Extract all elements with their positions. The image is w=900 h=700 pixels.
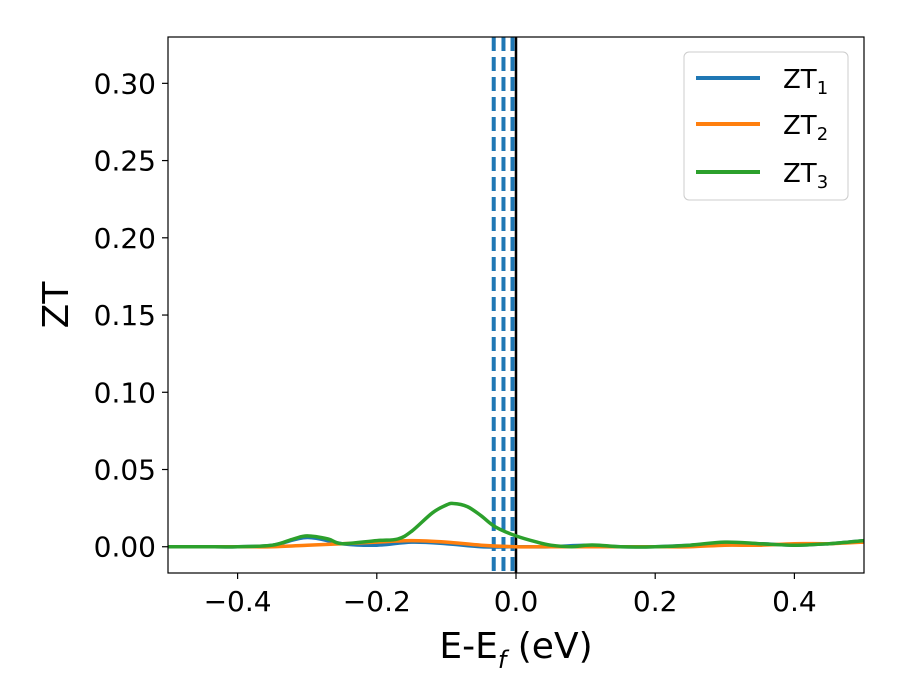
y-tick-label: 0.15 xyxy=(94,299,156,332)
x-axis-title: E-Ef (eV) xyxy=(439,626,592,674)
vertical-reference-lines xyxy=(491,37,518,573)
x-tick-label: 0.4 xyxy=(772,585,817,618)
y-tick-label: 0.05 xyxy=(94,454,156,487)
legend-label-zt3: ZT3 xyxy=(783,159,828,193)
x-tick-label: 0.0 xyxy=(494,585,539,618)
legend-label-zt2: ZT2 xyxy=(783,111,828,145)
series-line-zt2 xyxy=(168,538,864,549)
x-axis-ticks: −0.4 −0.2 0.0 0.2 0.4 xyxy=(204,573,817,618)
legend-label-zt1: ZT1 xyxy=(783,65,828,99)
legend-item-zt1: ZT1 xyxy=(696,65,828,99)
x-axis-title-unit: (eV) xyxy=(506,626,592,667)
y-tick-label: 0.25 xyxy=(94,145,156,178)
y-tick-label: 0.20 xyxy=(94,222,156,255)
x-axis-title-main: E-E xyxy=(439,626,497,667)
series-lines xyxy=(168,501,864,549)
x-tick-label: −0.4 xyxy=(204,585,272,618)
legend-box xyxy=(683,51,849,201)
series-line-zt3 xyxy=(168,501,864,549)
y-tick-label: 0.30 xyxy=(94,67,156,100)
y-tick-label: 0.10 xyxy=(94,376,156,409)
legend-item-zt3: ZT3 xyxy=(696,159,828,193)
x-tick-label: −0.2 xyxy=(343,585,411,618)
legend: ZT1 ZT2 ZT3 xyxy=(683,51,849,201)
x-tick-label: 0.2 xyxy=(633,585,678,618)
y-axis-ticks: 0.00 0.05 0.10 0.15 0.20 0.25 0.30 xyxy=(94,67,168,564)
y-tick-label: 0.00 xyxy=(94,531,156,564)
legend-item-zt2: ZT2 xyxy=(696,111,828,145)
y-axis-title: ZT xyxy=(36,281,77,329)
